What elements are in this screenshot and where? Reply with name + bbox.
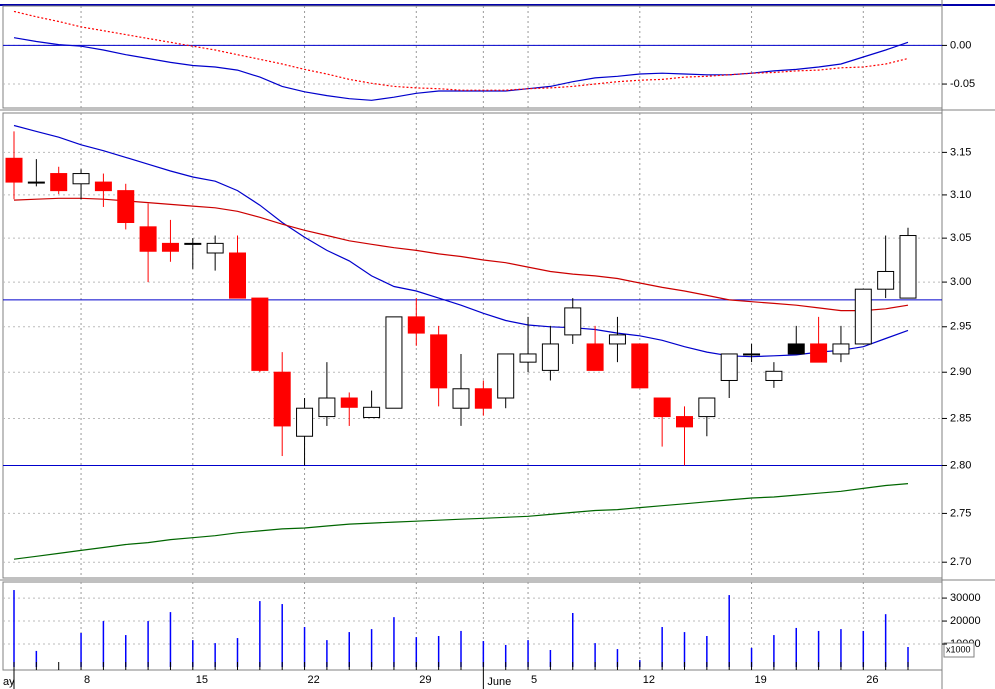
y-tick-label: 2.70 xyxy=(950,556,971,568)
candle-body xyxy=(720,353,738,381)
candle-body xyxy=(541,343,559,371)
candle-body xyxy=(273,371,291,427)
x-tick-label: 15 xyxy=(196,674,208,686)
x-tick-label: 5 xyxy=(531,674,537,686)
candle-body xyxy=(676,416,693,428)
candle-body xyxy=(251,297,269,371)
candle-body xyxy=(72,173,90,185)
x-tick-label: 22 xyxy=(308,674,320,686)
candle-body xyxy=(854,288,872,345)
candle-body xyxy=(296,407,314,437)
candle-body xyxy=(564,307,582,336)
candle-body xyxy=(497,353,515,399)
candle-body xyxy=(229,252,246,299)
line-series xyxy=(13,197,909,312)
candle-body xyxy=(407,316,425,334)
candle-body xyxy=(50,173,68,192)
volume-unit: x1000 xyxy=(946,644,971,654)
y-tick-label: 2.80 xyxy=(950,459,971,471)
unit-box xyxy=(943,642,975,658)
candle-body xyxy=(765,370,783,381)
candle-body xyxy=(206,242,224,254)
y-tick-label: 30000 xyxy=(950,592,981,604)
candle-body xyxy=(899,235,917,299)
candle-body xyxy=(139,226,157,252)
y-tick-label: 20000 xyxy=(950,615,981,627)
candle-body xyxy=(27,181,45,184)
candle-body xyxy=(430,334,448,389)
candle-body xyxy=(117,190,135,223)
candle-body xyxy=(698,397,716,418)
candle-body xyxy=(832,343,850,355)
x-tick-label: 29 xyxy=(419,674,431,686)
candle-body xyxy=(519,353,537,363)
candle-body xyxy=(340,397,358,408)
month-label: ay xyxy=(3,676,15,688)
candle-body xyxy=(318,397,336,418)
candle-body xyxy=(631,343,649,389)
line-series xyxy=(13,483,909,560)
x-tick-label: 26 xyxy=(866,674,878,686)
y-tick-label: 3.05 xyxy=(950,232,971,244)
candle-body xyxy=(161,242,179,252)
candle-body xyxy=(94,181,112,192)
y-tick-label: 2.75 xyxy=(950,507,971,519)
candle-body xyxy=(787,343,805,355)
candle-body xyxy=(184,242,202,245)
candle-body xyxy=(653,397,671,418)
x-tick-label: 19 xyxy=(755,674,767,686)
y-tick-label: 3.00 xyxy=(950,276,971,288)
candle-body xyxy=(385,316,403,409)
candle-body xyxy=(586,343,604,371)
line-series xyxy=(13,124,909,358)
y-tick-label: 3.10 xyxy=(950,189,971,201)
candle-body xyxy=(877,270,895,290)
month-label: June xyxy=(487,676,511,688)
y-tick-label: 0.00 xyxy=(950,39,971,51)
candle-body xyxy=(474,388,492,409)
y-tick-label: 2.95 xyxy=(950,321,971,333)
candle-body xyxy=(5,157,23,183)
line-series xyxy=(13,10,909,91)
y-tick-label: 2.85 xyxy=(950,412,971,424)
y-tick-label: -0.05 xyxy=(950,78,975,90)
candle-body xyxy=(810,343,828,363)
candle-body xyxy=(363,406,381,419)
x-tick-label: 12 xyxy=(643,674,655,686)
candle-body xyxy=(743,353,761,356)
y-tick-label: 2.90 xyxy=(950,366,971,378)
y-tick-label: 3.15 xyxy=(950,146,971,158)
candle-body xyxy=(452,388,470,409)
candle-body xyxy=(608,334,626,345)
x-tick-label: 8 xyxy=(84,674,90,686)
